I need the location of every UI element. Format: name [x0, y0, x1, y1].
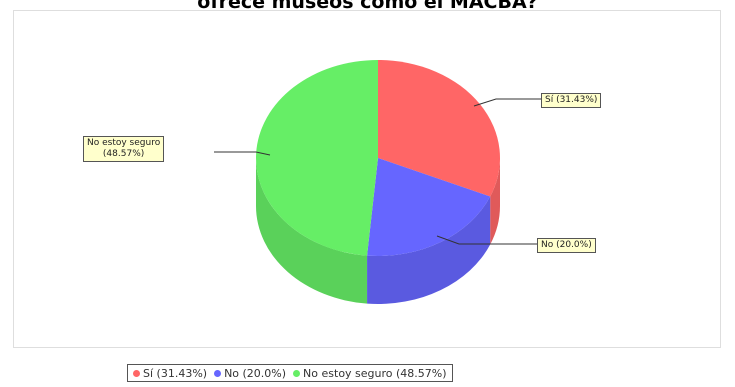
chart-title: ofrece museos como el MACBA? [197, 0, 538, 13]
leader-line-no [436, 235, 537, 245]
callout-si: Sí (31.43%) [541, 93, 602, 108]
legend-label-no: No (20.0%) [224, 366, 287, 380]
legend-swatch-no [214, 369, 222, 377]
pie-side-no [367, 196, 491, 305]
pie-slice-no [367, 158, 491, 256]
legend-label-si: Sí (31.43%) [143, 366, 208, 380]
callout-no-seguro-line1: No estoy seguro [87, 138, 161, 148]
pie-side-no-seguro [256, 158, 368, 304]
leader-line-si [473, 98, 541, 107]
legend-item-no: No (20.0%) [214, 367, 286, 380]
pie-slice-si [378, 60, 500, 197]
legend-label-no-seguro: No estoy seguro (48.57%) [303, 366, 447, 380]
pie-side-si [490, 158, 500, 245]
callout-no-seguro-line2: (48.57%) [102, 149, 145, 159]
legend-swatch-no-seguro [293, 369, 301, 377]
callout-no-seguro: No estoy seguro (48.57%) [83, 136, 165, 162]
pie-slice-no-seguro [256, 60, 378, 256]
leader-line-no-seguro [214, 151, 271, 156]
legend-swatch-si [133, 369, 140, 377]
legend-item-si: Sí (31.43%) [133, 367, 207, 380]
legend-item-no-seguro: No estoy seguro (48.57%) [293, 367, 447, 380]
callout-no: No (20.0%) [537, 238, 596, 253]
legend: Sí (31.43%) No (20.0%) No estoy seguro (… [127, 364, 453, 382]
